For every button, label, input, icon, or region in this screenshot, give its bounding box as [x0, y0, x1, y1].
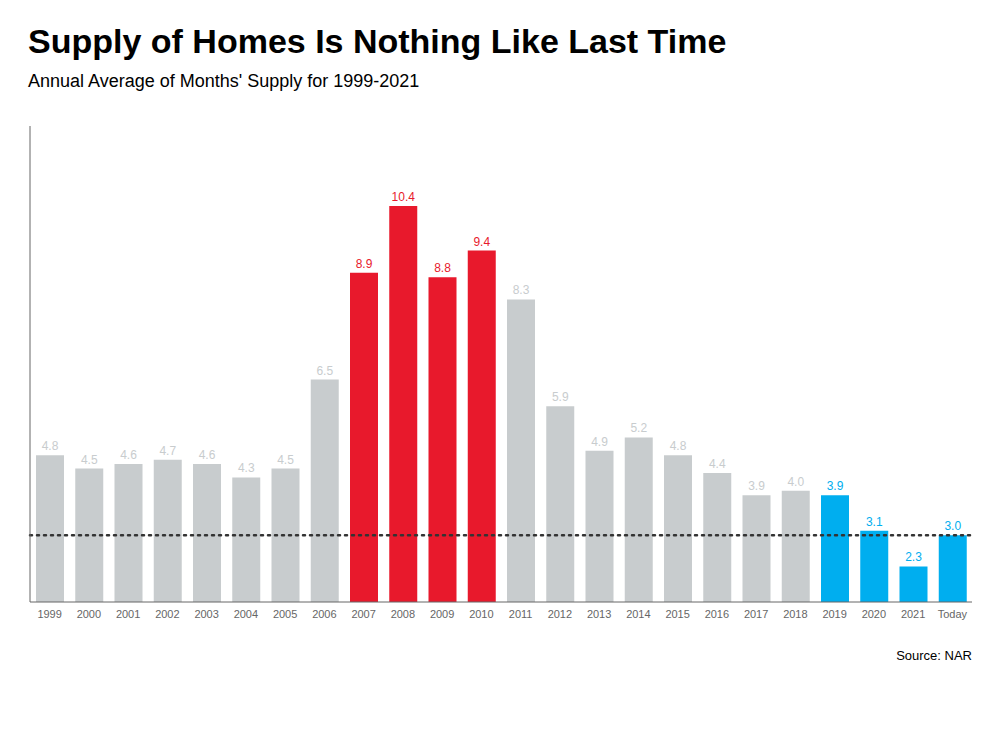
svg-text:2003: 2003 — [194, 608, 218, 620]
svg-text:2012: 2012 — [548, 608, 572, 620]
svg-text:8.8: 8.8 — [434, 261, 451, 275]
svg-text:5.9: 5.9 — [552, 390, 569, 404]
svg-text:Today: Today — [938, 608, 968, 620]
svg-text:2004: 2004 — [234, 608, 258, 620]
svg-text:4.7: 4.7 — [159, 444, 176, 458]
svg-text:2017: 2017 — [744, 608, 768, 620]
svg-text:4.6: 4.6 — [199, 448, 216, 462]
svg-text:2013: 2013 — [587, 608, 611, 620]
svg-text:2011: 2011 — [509, 608, 533, 620]
svg-text:2001: 2001 — [116, 608, 140, 620]
svg-text:2009: 2009 — [430, 608, 454, 620]
svg-text:3.9: 3.9 — [748, 479, 765, 493]
svg-text:2021: 2021 — [901, 608, 925, 620]
svg-text:4.3: 4.3 — [238, 461, 255, 475]
svg-text:2016: 2016 — [705, 608, 729, 620]
svg-text:6.5: 6.5 — [316, 364, 333, 378]
svg-text:10.4: 10.4 — [392, 190, 416, 204]
svg-text:2005: 2005 — [273, 608, 297, 620]
svg-text:2.3: 2.3 — [905, 550, 922, 564]
html-text:Annual Average of Months' Supp: Annual Average of Months' Supply for 199… — [28, 71, 420, 91]
svg-text:2018: 2018 — [783, 608, 807, 620]
svg-text:1999: 1999 — [37, 608, 61, 620]
svg-text:2014: 2014 — [626, 608, 650, 620]
svg-text:5.2: 5.2 — [630, 421, 647, 435]
html-text:Supply of Homes Is Nothing Lik: Supply of Homes Is Nothing Like Last Tim… — [28, 22, 727, 60]
svg-text:4.8: 4.8 — [42, 439, 59, 453]
svg-text:2002: 2002 — [155, 608, 179, 620]
svg-text:3.0: 3.0 — [944, 519, 961, 533]
svg-text:2010: 2010 — [469, 608, 493, 620]
svg-text:2019: 2019 — [822, 608, 846, 620]
svg-text:2015: 2015 — [665, 608, 689, 620]
svg-text:3.1: 3.1 — [866, 515, 883, 529]
svg-text:4.6: 4.6 — [120, 448, 137, 462]
svg-text:9.4: 9.4 — [473, 235, 490, 249]
svg-text:4.0: 4.0 — [787, 475, 804, 489]
svg-text:4.5: 4.5 — [277, 453, 294, 467]
html-text:Source: NAR: Source: NAR — [896, 648, 972, 663]
svg-text:8.3: 8.3 — [513, 283, 530, 297]
svg-text:4.9: 4.9 — [591, 435, 608, 449]
svg-text:2007: 2007 — [351, 608, 375, 620]
svg-text:4.4: 4.4 — [709, 457, 726, 471]
svg-text:2000: 2000 — [77, 608, 101, 620]
svg-text:8.9: 8.9 — [356, 257, 373, 271]
svg-text:2020: 2020 — [862, 608, 886, 620]
svg-text:4.8: 4.8 — [670, 439, 687, 453]
svg-text:2006: 2006 — [312, 608, 336, 620]
svg-text:4.5: 4.5 — [81, 453, 98, 467]
svg-text:3.9: 3.9 — [827, 479, 844, 493]
svg-text:2008: 2008 — [391, 608, 415, 620]
